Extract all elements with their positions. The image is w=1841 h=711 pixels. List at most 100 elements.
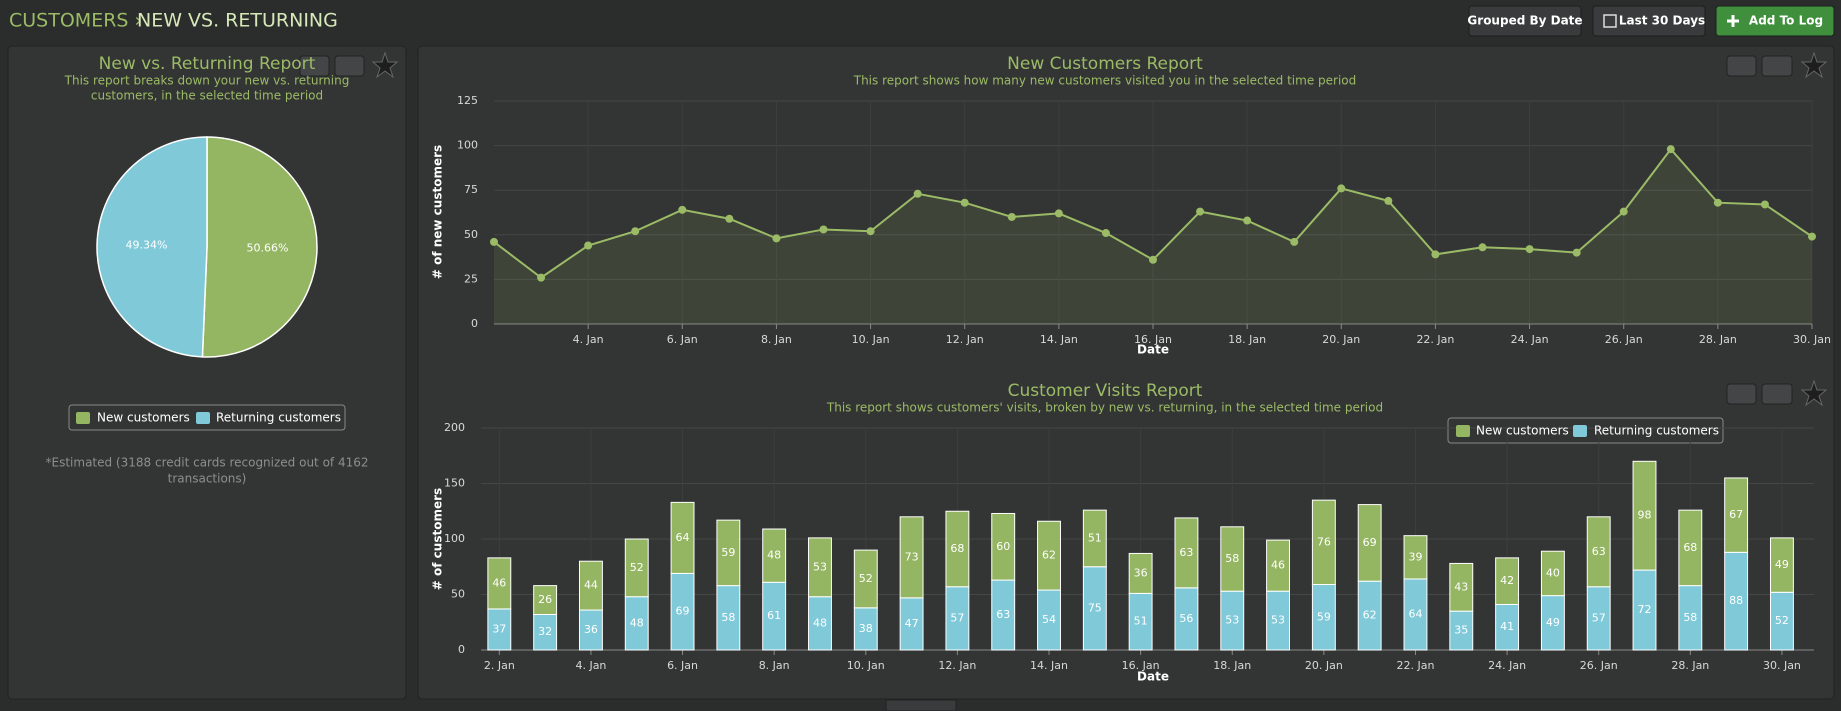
bar-label: 47	[905, 617, 919, 630]
bar-segment	[1769, 537, 1794, 593]
x-tick-label: 20. Jan	[1322, 333, 1360, 346]
download-button[interactable]	[1761, 55, 1793, 77]
chart-title: New vs. Returning Report	[99, 54, 316, 74]
bar-segment	[1128, 552, 1153, 594]
bar-segment	[1037, 520, 1061, 591]
x-tick-label: 12. Jan	[938, 659, 976, 672]
area	[494, 149, 1812, 324]
point	[1101, 229, 1110, 238]
bar-segment	[1678, 509, 1703, 587]
x-tick-label: 28. Jan	[1671, 659, 1709, 672]
bar-label: 48	[630, 616, 644, 629]
slice-label: 50.66%	[247, 241, 289, 254]
point	[1290, 237, 1299, 246]
bar-segment	[899, 516, 924, 599]
bar-label: 54	[1042, 613, 1056, 626]
bar-label: 36	[584, 623, 598, 636]
x-tick-label: 2. Jan	[484, 659, 515, 672]
download-button[interactable]	[334, 55, 365, 77]
chart-subtitle: This report shows how many new customers…	[853, 74, 1357, 88]
point	[1007, 212, 1016, 221]
bar-label: 68	[950, 542, 964, 555]
bar-label: 56	[1179, 612, 1193, 625]
bar-label: 53	[813, 560, 827, 573]
point	[1666, 145, 1675, 154]
x-tick-label: 26. Jan	[1580, 659, 1618, 672]
point	[1713, 198, 1722, 207]
button-label[interactable]: Grouped By Date	[1467, 14, 1582, 28]
point	[1619, 207, 1628, 216]
x-tick-label: 24. Jan	[1488, 659, 1526, 672]
legend-box	[68, 404, 346, 431]
x-tick-label: 26. Jan	[1605, 333, 1643, 346]
bar-segment	[1266, 539, 1291, 592]
bar-label: 44	[584, 579, 598, 592]
bar-segment	[578, 560, 603, 611]
plus-icon	[1727, 15, 1739, 27]
button-label[interactable]: Add To Log	[1749, 14, 1823, 28]
bar-segment	[1540, 550, 1565, 597]
bar-label: 35	[1454, 624, 1468, 637]
bar-label: 43	[1454, 580, 1468, 593]
button[interactable]	[1715, 5, 1835, 37]
legend-label: Returning customers	[216, 411, 341, 425]
point	[960, 198, 969, 207]
print-button[interactable]	[299, 55, 330, 77]
point	[772, 234, 781, 243]
bar-label: 59	[1317, 610, 1331, 623]
button[interactable]	[1468, 5, 1582, 37]
bar-segment	[1082, 509, 1107, 568]
bar-label: 57	[1592, 611, 1606, 624]
bar-segment	[991, 512, 1016, 581]
bar-label: 63	[1179, 546, 1193, 559]
point	[1808, 232, 1816, 241]
point	[678, 205, 687, 214]
bar-segment	[1449, 562, 1474, 612]
bar-label: 67	[1729, 508, 1743, 521]
star-button[interactable]	[1800, 51, 1828, 79]
breadcrumb-parent[interactable]: CUSTOMERS ›	[9, 10, 142, 32]
slice-label: 49.34%	[126, 239, 168, 252]
tab[interactable]	[885, 699, 957, 711]
point	[631, 227, 640, 236]
bar-label: 73	[905, 550, 919, 563]
button[interactable]	[1592, 5, 1706, 37]
point	[819, 225, 828, 234]
x-tick-label: 22. Jan	[1416, 333, 1454, 346]
x-tick-label: 6. Jan	[667, 659, 698, 672]
button-label[interactable]: Last 30 Days	[1619, 14, 1705, 28]
y-tick-label: 0	[471, 317, 478, 330]
point	[1337, 184, 1346, 193]
legend-label: Returning customers	[1594, 424, 1719, 438]
bar-segment	[853, 549, 878, 609]
x-tick-label: 14. Jan	[1030, 659, 1068, 672]
print-button[interactable]	[1726, 383, 1757, 405]
bar-segment	[1357, 504, 1382, 582]
y-tick-label: 100	[457, 139, 478, 152]
point	[1525, 245, 1534, 254]
y-axis-label: # of new customers	[431, 145, 445, 279]
x-tick-label: 14. Jan	[1040, 333, 1078, 346]
point	[725, 214, 734, 223]
star-button[interactable]	[1800, 379, 1828, 407]
x-tick-label: 4. Jan	[575, 659, 606, 672]
legend-swatch	[196, 412, 210, 424]
download-button[interactable]	[1761, 383, 1793, 405]
star-button[interactable]	[371, 51, 399, 79]
x-tick-label: 6. Jan	[667, 333, 698, 346]
breadcrumb-current: NEW VS. RETURNING	[137, 10, 338, 32]
y-tick-label: 25	[464, 272, 478, 285]
bar-label: 62	[1042, 549, 1056, 562]
bar-label: 69	[676, 605, 690, 618]
bar-label: 68	[1683, 541, 1697, 554]
print-button[interactable]	[1726, 55, 1757, 77]
bar-segment	[487, 557, 512, 610]
legend-label: New customers	[1476, 424, 1569, 438]
bar-label: 62	[1363, 609, 1377, 622]
bar-label: 64	[676, 531, 690, 544]
bar-label: 69	[1363, 536, 1377, 549]
x-tick-label: 8. Jan	[761, 333, 792, 346]
bar-label: 72	[1638, 603, 1652, 616]
legend-label: New customers	[97, 411, 190, 425]
bar-label: 49	[1775, 558, 1789, 571]
